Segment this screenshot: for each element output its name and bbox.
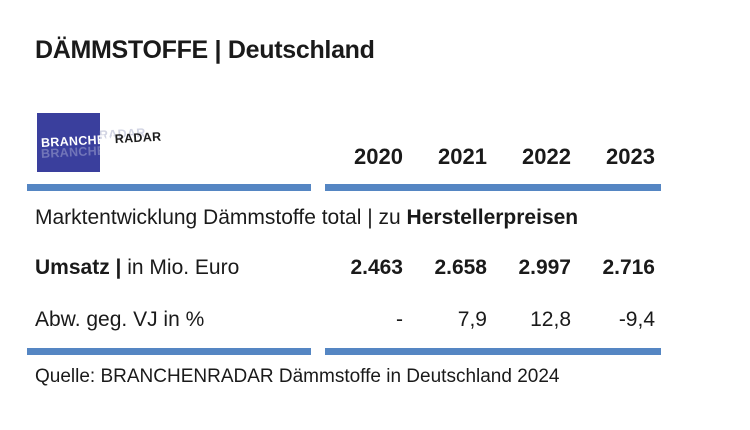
section-heading-bold: Herstellerpreisen <box>406 206 579 229</box>
year-header-2022: 2022 <box>522 144 571 169</box>
abweichung-value-2021: 7,9 <box>457 308 487 331</box>
row-label-abweichung: Abw. geg. VJ in % <box>35 308 204 332</box>
abweichung-value-2020: - <box>396 308 403 331</box>
table-row-abweichung-values: - 7,9 12,8 -9,4 <box>325 308 661 332</box>
row-label-umsatz-bold: Umsatz | <box>35 256 128 279</box>
year-header-2021: 2021 <box>438 144 487 169</box>
row-label-abweichung-text: Abw. geg. VJ in % <box>35 308 205 331</box>
divider-bottom-left <box>27 348 311 355</box>
row-label-umsatz-regular: in Mio. Euro <box>127 256 240 279</box>
divider-top-left <box>27 184 311 191</box>
umsatz-value-2021: 2.658 <box>434 256 487 279</box>
year-header-row: 2020 2021 2022 2023 <box>325 144 661 170</box>
umsatz-value-2020: 2.463 <box>350 256 403 279</box>
table-row-umsatz-values: 2.463 2.658 2.997 2.716 <box>325 256 661 280</box>
section-heading-regular: Marktentwicklung Dämmstoffe total | zu <box>35 206 407 229</box>
year-header-2023: 2023 <box>606 144 655 169</box>
abweichung-value-2023: -9,4 <box>618 308 655 331</box>
umsatz-value-2022: 2.997 <box>518 256 571 279</box>
source-citation: Quelle: BRANCHENRADAR Dämmstoffe in Deut… <box>35 366 560 387</box>
logo-square <box>37 113 100 172</box>
abweichung-value-2022: 12,8 <box>530 308 571 331</box>
divider-bottom-right <box>325 348 661 355</box>
divider-top-right <box>325 184 661 191</box>
logo-text-radar: RADAR <box>114 129 162 147</box>
umsatz-value-2023: 2.716 <box>602 256 655 279</box>
branchenradar-logo: RADAR BRANCHEN BRANCHENRADAR <box>37 113 177 173</box>
year-header-2020: 2020 <box>354 144 403 169</box>
section-heading: Marktentwicklung Dämmstoffe total | zu H… <box>35 206 578 230</box>
row-label-umsatz: Umsatz | in Mio. Euro <box>35 256 239 280</box>
page-title: DÄMMSTOFFE | Deutschland <box>35 36 375 64</box>
